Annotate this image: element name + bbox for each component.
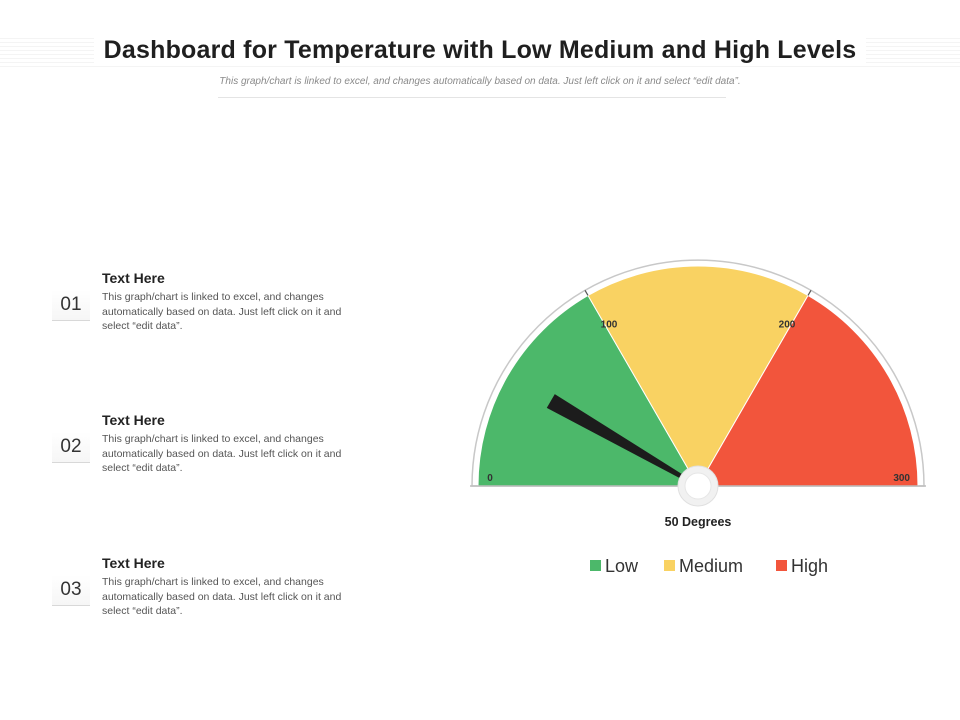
legend-swatch [664, 560, 675, 571]
legend-swatch [590, 560, 601, 571]
gauge-needle [546, 394, 711, 494]
page-title-wrap: Dashboard for Temperature with Low Mediu… [0, 36, 960, 65]
gauge-ring-tick [807, 289, 812, 296]
item-number: 02 [52, 432, 90, 463]
item-heading: Text Here [102, 270, 165, 286]
gauge-tick-label: 200 [779, 319, 796, 330]
item-heading: Text Here [102, 412, 165, 428]
gauge-tick-label: 300 [893, 473, 910, 484]
legend-swatch [776, 560, 787, 571]
gauge-value-label: 50 Degrees [665, 515, 732, 529]
gauge-hub-inner [684, 472, 712, 500]
item-number: 01 [52, 290, 90, 321]
legend-label: High [791, 556, 829, 576]
title-divider [218, 97, 726, 98]
text-item-2: 02 Text Here This graph/chart is linked … [52, 412, 372, 492]
text-item-3: 03 Text Here This graph/chart is linked … [52, 555, 372, 635]
gauge-ring-tick [584, 289, 589, 296]
item-body: This graph/chart is linked to excel, and… [102, 433, 342, 474]
gauge-band-medium [587, 265, 809, 488]
page-subtitle: This graph/chart is linked to excel, and… [219, 76, 741, 87]
item-heading: Text Here [102, 555, 165, 571]
temperature-gauge: 0 100 200 300 50 Degrees [470, 259, 926, 529]
gauge-tick-label: 100 [601, 319, 618, 330]
legend-label: Medium [679, 556, 744, 576]
legend-label: Low [605, 556, 639, 576]
gauge-band-high [697, 294, 919, 487]
text-item-1: 01 Text Here This graph/chart is linked … [52, 270, 372, 350]
item-body: This graph/chart is linked to excel, and… [102, 576, 342, 617]
item-number: 03 [52, 575, 90, 606]
gauge-tick-label: 0 [487, 473, 493, 484]
gauge-band-low [477, 294, 699, 487]
page-title: Dashboard for Temperature with Low Mediu… [93, 36, 867, 64]
item-body: This graph/chart is linked to excel, and… [102, 291, 342, 332]
